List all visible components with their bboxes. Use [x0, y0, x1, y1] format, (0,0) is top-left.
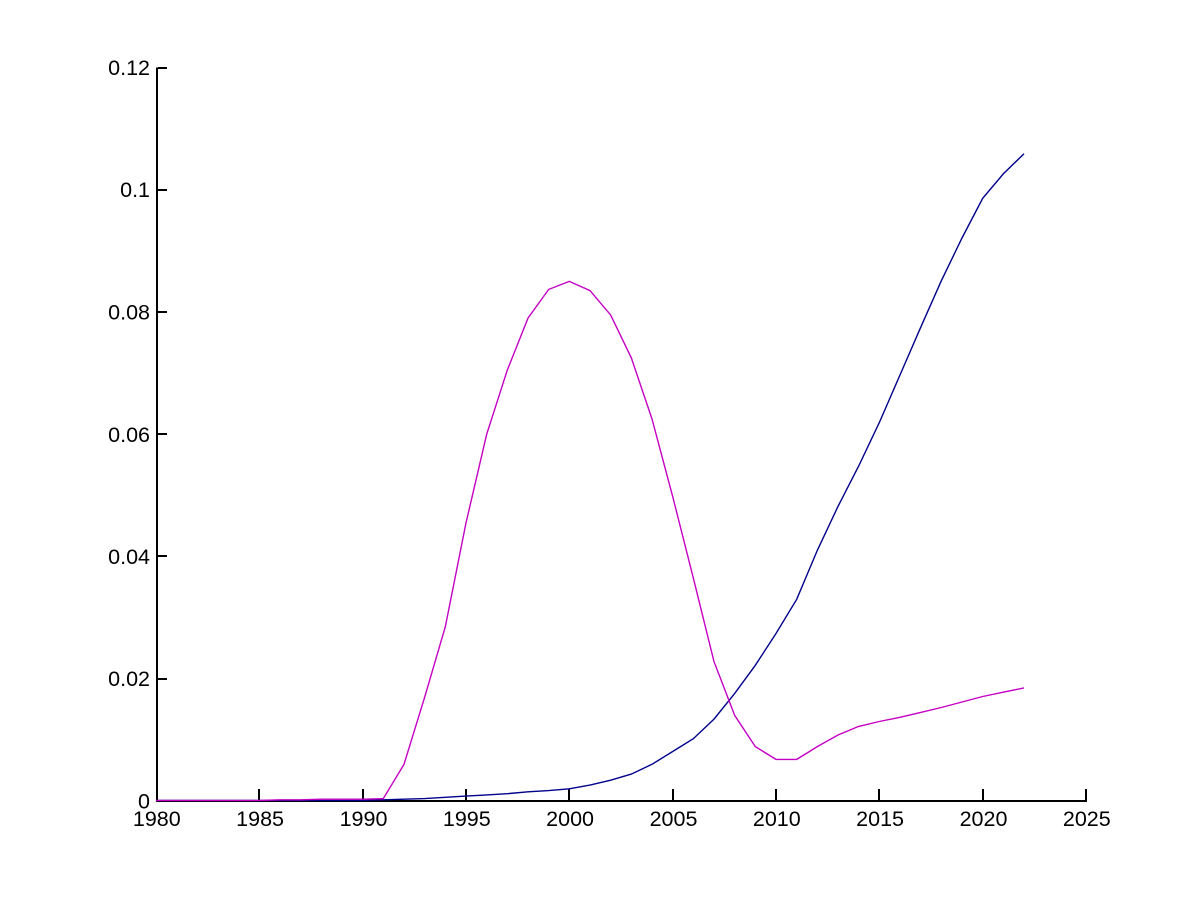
- svg-text:0: 0: [138, 790, 150, 814]
- svg-text:1980: 1980: [133, 807, 181, 831]
- svg-text:2010: 2010: [753, 807, 801, 831]
- svg-text:2015: 2015: [856, 807, 904, 831]
- svg-text:0.1: 0.1: [120, 178, 150, 202]
- svg-text:1990: 1990: [340, 807, 388, 831]
- svg-text:2025: 2025: [1063, 807, 1111, 831]
- svg-text:0.12: 0.12: [108, 56, 150, 80]
- svg-text:2020: 2020: [960, 807, 1008, 831]
- svg-text:1985: 1985: [236, 807, 284, 831]
- svg-text:0.04: 0.04: [108, 545, 150, 569]
- svg-text:2000: 2000: [546, 807, 594, 831]
- svg-text:0.02: 0.02: [108, 667, 150, 691]
- svg-text:0.08: 0.08: [108, 301, 150, 325]
- svg-text:2005: 2005: [650, 807, 698, 831]
- svg-text:0.06: 0.06: [108, 423, 150, 447]
- svg-text:1995: 1995: [443, 807, 491, 831]
